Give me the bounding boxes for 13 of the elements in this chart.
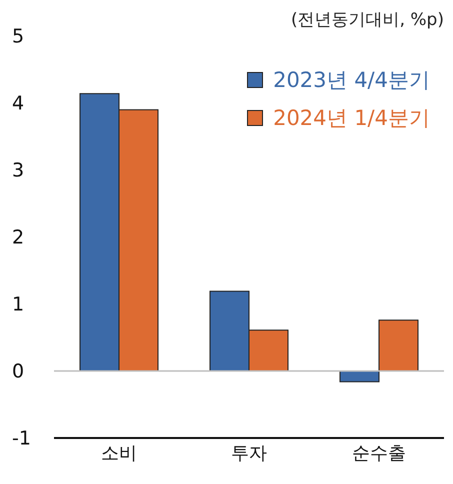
- y-tick-label: 4: [12, 92, 24, 115]
- y-tick-label: 2: [12, 226, 24, 249]
- y-tick-label: 3: [12, 160, 24, 182]
- y-tick-label: -1: [12, 428, 31, 450]
- x-tick-label: 소비: [101, 442, 137, 464]
- y-tick-label: 1: [12, 294, 24, 316]
- y-tick-label: 0: [12, 360, 24, 383]
- text: (전년동기대비, %p): [290, 9, 444, 31]
- x-tick-label: 투자: [231, 442, 267, 464]
- legend-label: 2024년 1/4분기: [273, 105, 430, 132]
- y-tick-label: 5: [12, 26, 24, 48]
- legend-label: 2023년 4/4분기: [273, 67, 430, 94]
- x-tick-label: 순수출: [352, 442, 406, 464]
